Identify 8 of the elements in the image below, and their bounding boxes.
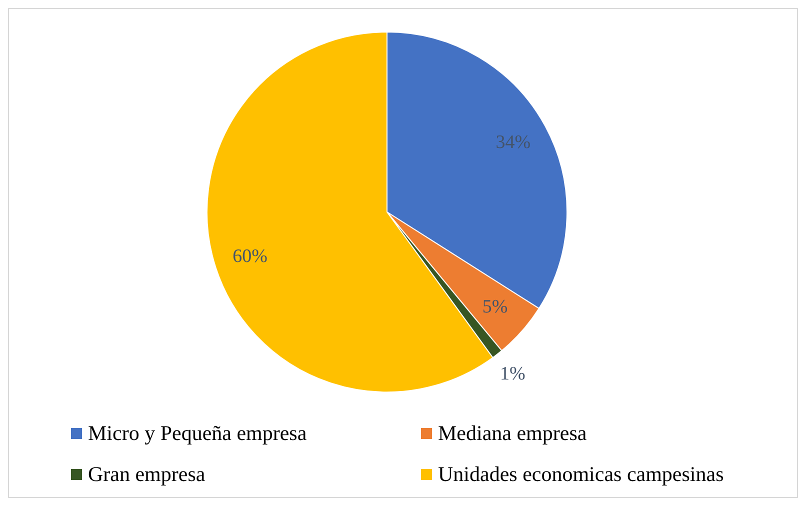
data-label: 60%: [232, 246, 268, 267]
data-label: 34%: [496, 132, 531, 154]
data-label: 5%: [482, 296, 508, 318]
legend-label: Micro y Pequeña empresa: [88, 421, 307, 446]
legend-label: Mediana empresa: [438, 421, 587, 446]
legend-label: Gran empresa: [88, 462, 206, 487]
legend-label: Unidades economicas campesinas: [438, 462, 724, 487]
data-label: 1%: [500, 363, 526, 384]
